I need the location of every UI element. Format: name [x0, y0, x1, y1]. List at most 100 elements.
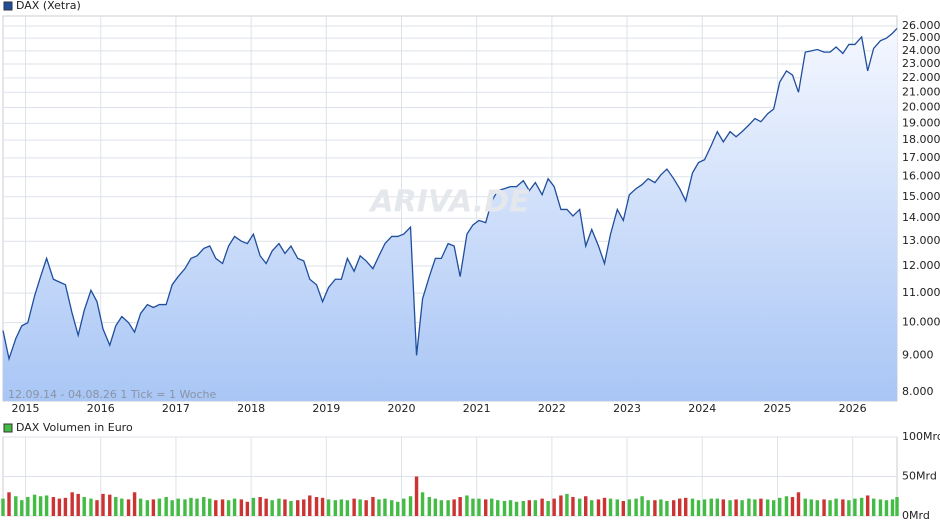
volume-bar: [677, 498, 682, 516]
volume-bar: [458, 497, 462, 516]
volume-bar: [296, 500, 300, 516]
volume-bar: [433, 498, 438, 516]
y-tick-label: 14.000: [902, 211, 940, 224]
volume-bar: [747, 498, 751, 516]
volume-bar: [251, 497, 256, 516]
x-tick-label: 2023: [613, 402, 641, 415]
volume-bar: [76, 493, 80, 516]
volume-bar: [414, 476, 419, 516]
volume-bar: [465, 495, 469, 516]
price-line: [2, 27, 898, 362]
volume-bar: [471, 498, 475, 516]
y-tick-label: 9.000: [902, 348, 934, 361]
volume-bar: [214, 500, 218, 516]
volume-bar: [51, 497, 56, 516]
volume-bar: [145, 500, 150, 516]
volume-bar: [151, 499, 156, 516]
volume-bar: [809, 499, 813, 516]
volume-bar: [765, 499, 770, 516]
y-tick-label: 20.000: [902, 100, 940, 113]
legend-swatch: [3, 1, 13, 11]
volume-bar: [784, 496, 789, 516]
legend-label: DAX Volumen in Euro: [16, 421, 133, 434]
y-tick-label: 50Mrd: [902, 470, 937, 483]
volume-bar: [890, 499, 895, 516]
x-tick-label: 2015: [12, 402, 40, 415]
y-tick-label: 22.000: [902, 71, 940, 84]
volume-bar: [477, 498, 481, 516]
volume-bar: [646, 500, 650, 516]
y-tick-label: 11.000: [902, 286, 940, 299]
volume-bar: [364, 500, 368, 516]
volume-bar: [439, 500, 444, 516]
volume-bar: [527, 500, 532, 516]
volume-bar: [721, 499, 726, 516]
volume-bar: [352, 498, 356, 516]
volume-bar: [690, 498, 695, 516]
y-tick-label: 12.000: [902, 259, 940, 272]
volume-bar: [314, 497, 319, 516]
volume-bar: [320, 497, 325, 516]
volume-bar: [702, 499, 707, 516]
volume-bar: [540, 498, 544, 516]
volume-bar: [258, 497, 262, 516]
volume-bar: [264, 498, 268, 516]
volume-bar: [7, 492, 11, 516]
y-tick-label: 21.000: [902, 85, 940, 98]
volume-bar: [815, 500, 820, 516]
volume-bar: [895, 497, 899, 516]
volume-bar: [170, 500, 174, 516]
plot-layer: 8.000 9.000 10.000 11.000 12.000 13.000 14.000…: [1, 16, 940, 522]
volume-bar: [283, 499, 287, 516]
volume-bar: [790, 497, 795, 516]
volume-bar: [590, 500, 594, 516]
volume-bar: [189, 497, 193, 516]
volume-bar: [621, 500, 626, 516]
volume-bar: [865, 495, 870, 516]
volume-bar: [841, 499, 845, 516]
volume-bar: [634, 498, 638, 516]
x-tick-label: 2020: [388, 402, 416, 415]
volume-bar: [627, 499, 632, 516]
x-tick-label: 2016: [87, 402, 115, 415]
volume-bar: [653, 500, 657, 516]
volume-bar: [490, 498, 494, 516]
volume-bar: [734, 499, 738, 516]
volume-bar: [32, 494, 37, 516]
y-tick-label: 24.000: [902, 44, 940, 57]
volume-bar: [26, 497, 30, 516]
volume-bar: [270, 500, 274, 516]
volume-bar: [101, 493, 105, 516]
volume-bar: [302, 499, 306, 516]
volume-bar: [63, 497, 68, 516]
volume-bar: [126, 499, 131, 516]
volume-bar: [559, 495, 563, 516]
volume-bar: [884, 500, 889, 516]
volume-bar: [183, 499, 187, 516]
y-tick-label: 25.000: [902, 31, 940, 44]
y-tick-label: 10.000: [902, 316, 940, 329]
volume-bar: [640, 496, 644, 516]
volume-bar: [308, 495, 312, 516]
volume-bar: [14, 496, 18, 516]
y-tick-label: 8.000: [902, 385, 934, 398]
volume-bar: [777, 497, 782, 516]
x-tick-label: 2017: [162, 402, 190, 415]
volume-bar: [95, 500, 99, 516]
y-tick-label: 17.000: [902, 151, 940, 164]
volume-bar: [577, 498, 582, 516]
volume-bar: [871, 498, 876, 516]
volume-bar: [82, 497, 86, 516]
volume-bar: [552, 498, 556, 516]
y-tick-label: 15.000: [902, 190, 940, 203]
volume-bar: [377, 499, 381, 516]
volume-bar: [358, 499, 362, 516]
volume-bar: [89, 498, 93, 516]
volume-bar: [277, 498, 281, 516]
x-tick-label: 2025: [763, 402, 791, 415]
volume-bar: [771, 500, 776, 516]
x-tick-label: 2018: [237, 402, 265, 415]
volume-bar: [496, 500, 500, 516]
volume-bar: [728, 500, 732, 516]
